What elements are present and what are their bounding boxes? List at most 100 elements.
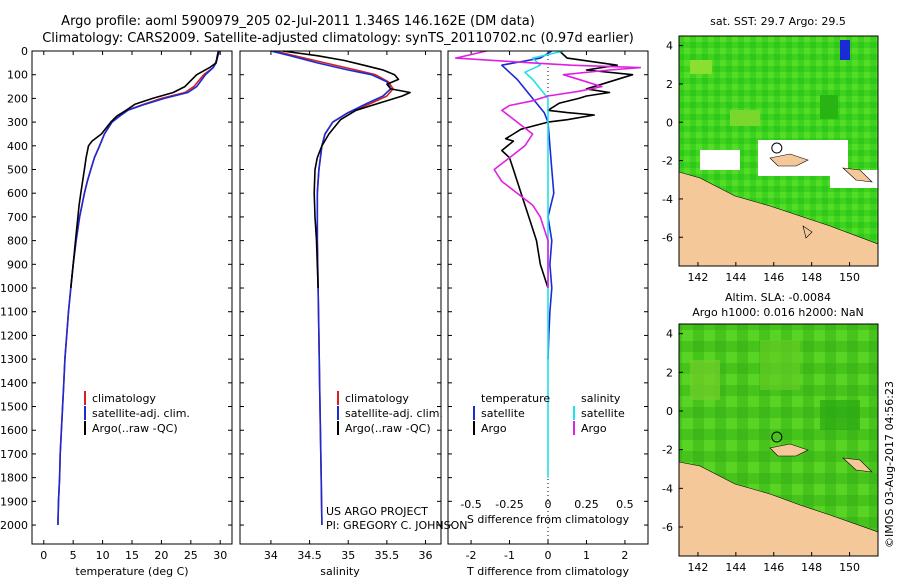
- legend-label: satellite: [581, 407, 625, 420]
- y-tick-label: 1900: [0, 495, 28, 508]
- legend-label: Argo(..raw -QC): [92, 422, 178, 435]
- map-y-tick-label: -2: [662, 155, 673, 168]
- map-y-tick-label: -2: [662, 444, 673, 457]
- legend-label: Argo: [581, 422, 607, 435]
- x-tick-label: 34: [264, 549, 278, 562]
- float-position-marker: [771, 142, 783, 154]
- legend-group-title: salinity: [581, 392, 621, 405]
- y-tick-label: 1600: [0, 424, 28, 437]
- legend-label: satellite-adj. clim.: [345, 407, 443, 420]
- map-y-tick-label: -6: [662, 521, 673, 534]
- map-y-tick-label: 2: [666, 78, 673, 91]
- map-x-tick-label: 142: [687, 271, 708, 284]
- map-x-tick-label: 144: [725, 271, 746, 284]
- s-difference-xlabel: S difference from climatology: [467, 513, 630, 526]
- y-tick-label: 1300: [0, 353, 28, 366]
- y-tick-label: 1500: [0, 401, 28, 414]
- map-y-tick-label: 4: [666, 40, 673, 53]
- legend-label: climatology: [345, 392, 409, 405]
- map-x-tick-label: 146: [763, 271, 784, 284]
- pi-annotation: PI: GREGORY C. JOHNSON: [326, 519, 467, 532]
- y-tick-label: 1400: [0, 377, 28, 390]
- y-tick-label: 1200: [0, 329, 28, 342]
- map-y-tick-label: 0: [666, 405, 673, 418]
- y-tick-label: 300: [7, 116, 28, 129]
- x-tick-label: 20: [154, 549, 168, 562]
- map-x-tick-label: 144: [725, 561, 746, 574]
- map-y-tick-label: 4: [666, 328, 673, 341]
- t-difference-xlabel: T difference from climatology: [466, 565, 629, 578]
- salinity-xlabel: salinity: [320, 565, 360, 578]
- series-line-climatology: [57, 50, 220, 526]
- series-line-satellite-adj-clim: [57, 50, 221, 526]
- salinity-legend: climatology satellite-adj. clim. Argo(..…: [337, 391, 443, 435]
- temperature-panel: 0100200300400500600700800900100011001200…: [0, 45, 233, 578]
- x-tick-label: 5: [70, 549, 77, 562]
- x-tick-label: 34.5: [297, 549, 322, 562]
- series-line-temperature-satellite: [500, 50, 555, 360]
- s-tick-label: 0: [545, 498, 552, 511]
- series-line-argo-raw-qc: [70, 50, 220, 289]
- map-y-tick-label: 2: [666, 366, 673, 379]
- y-tick-label: 0: [21, 45, 28, 58]
- y-tick-label: 800: [7, 235, 28, 248]
- salinity-plot-frame: [239, 50, 442, 545]
- map-x-tick-label: 146: [763, 561, 784, 574]
- map-y-tick-label: -4: [662, 482, 673, 495]
- sla-map-frame: [678, 323, 879, 557]
- float-position-marker: [771, 431, 783, 443]
- x-tick-label: 15: [125, 549, 139, 562]
- x-tick-label: 36: [419, 549, 433, 562]
- temperature-xlabel: temperature (deg C): [75, 565, 188, 578]
- x-tick-label: 10: [96, 549, 110, 562]
- map-x-tick-label: 148: [801, 271, 822, 284]
- series-line-temperature-argo: [500, 50, 634, 289]
- x-tick-label: 25: [184, 549, 198, 562]
- y-tick-label: 1000: [0, 282, 28, 295]
- sst-map-panel: sat. SST: 29.7 Argo: 29.5: [662, 15, 879, 284]
- difference-legend: temperature satellite Argo salinity sate…: [473, 392, 625, 435]
- x-tick-label: -2: [466, 549, 477, 562]
- x-tick-label: 35: [341, 549, 355, 562]
- sla-map-subtitle: Argo h1000: 0.016 h2000: NaN: [692, 306, 864, 319]
- y-tick-label: 700: [7, 211, 28, 224]
- y-tick-label: 100: [7, 69, 28, 82]
- s-tick-label: 0.25: [574, 498, 599, 511]
- y-tick-label: 400: [7, 140, 28, 153]
- legend-label: satellite-adj. clim.: [92, 407, 190, 420]
- legend-label: climatology: [92, 392, 156, 405]
- sla-map-panel: Altim. SLA: -0.0084 Argo h1000: 0.016 h2…: [662, 291, 879, 574]
- difference-plot-frame: [447, 50, 649, 545]
- x-tick-label: 0: [40, 549, 47, 562]
- y-tick-label: 200: [7, 92, 28, 105]
- s-tick-label: -0.5: [460, 498, 481, 511]
- sla-map-title: Altim. SLA: -0.0084: [725, 291, 831, 304]
- legend-label: Argo: [481, 422, 507, 435]
- y-tick-label: 500: [7, 164, 28, 177]
- map-x-tick-label: 150: [839, 271, 860, 284]
- y-tick-label: 2000: [0, 519, 28, 532]
- s-tick-label: -0.25: [495, 498, 523, 511]
- s-tick-label: 0.5: [616, 498, 634, 511]
- temperature-plot-frame: [31, 50, 233, 545]
- temperature-legend: climatology satellite-adj. clim. Argo(..…: [84, 391, 190, 435]
- sst-map-frame: [678, 35, 879, 267]
- y-tick-label: 1800: [0, 472, 28, 485]
- y-tick-label: 900: [7, 258, 28, 271]
- legend-label: Argo(..raw -QC): [345, 422, 431, 435]
- figure-title: Argo profile: aoml 5900979_205 02-Jul-20…: [61, 14, 535, 29]
- project-annotation: US ARGO PROJECT: [326, 505, 428, 518]
- map-x-tick-label: 148: [801, 561, 822, 574]
- y-tick-label: 1700: [0, 448, 28, 461]
- x-tick-label: 1: [583, 549, 590, 562]
- series-line-salinity-argo: [454, 50, 642, 288]
- sla-map-image: [679, 324, 878, 556]
- map-y-tick-label: -4: [662, 193, 673, 206]
- legend-label: satellite: [481, 407, 525, 420]
- map-x-tick-label: 150: [839, 561, 860, 574]
- map-x-tick-label: 142: [687, 561, 708, 574]
- x-tick-label: 2: [621, 549, 628, 562]
- x-tick-label: 35.5: [375, 549, 400, 562]
- salinity-panel: 34 34.5 35 35.5 36 salinity climatology sate…: [239, 50, 467, 578]
